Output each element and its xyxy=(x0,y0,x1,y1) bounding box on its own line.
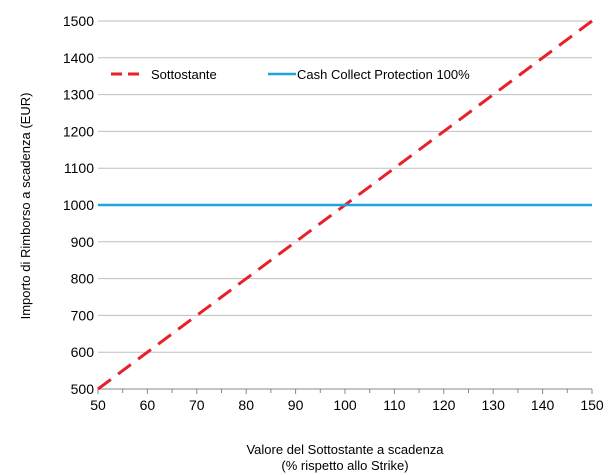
y-tick-label-1100: 1100 xyxy=(64,160,94,176)
y-tick-label-800: 800 xyxy=(71,271,95,287)
x-tick-label-70: 70 xyxy=(189,397,205,413)
y-axis-ticks: 500 600 700 800 900 1000 1100 1200 1300 1400 1500 xyxy=(63,13,94,397)
y-tick-label-1400: 1400 xyxy=(63,50,94,66)
y-axis-title: Importo di Rimborso a scadenza (EUR) xyxy=(18,93,33,320)
x-tick-label-50: 50 xyxy=(90,397,106,413)
x-tick-label-110: 110 xyxy=(383,397,406,413)
x-tick-label-150: 150 xyxy=(580,397,604,413)
legend-label-cash-collect: Cash Collect Protection 100% xyxy=(297,67,470,82)
x-tick-label-80: 80 xyxy=(238,397,254,413)
legend: Sottostante Cash Collect Protection 100% xyxy=(111,67,470,82)
x-tick-label-60: 60 xyxy=(140,397,156,413)
y-tick-label-1500: 1500 xyxy=(63,13,94,29)
x-tick-label-100: 100 xyxy=(333,397,357,413)
y-tick-label-700: 700 xyxy=(71,307,95,323)
y-tick-label-600: 600 xyxy=(71,344,95,360)
y-tick-label-1000: 1000 xyxy=(63,197,94,213)
x-axis-ticks: 50 60 70 80 90 100 110 120 130 140 150 xyxy=(90,389,604,413)
x-tick-label-140: 140 xyxy=(531,397,555,413)
x-tick-label-90: 90 xyxy=(288,397,304,413)
y-tick-label-500: 500 xyxy=(71,381,95,397)
y-tick-label-1300: 1300 xyxy=(63,87,94,103)
y-tick-label-1200: 1200 xyxy=(63,123,94,139)
x-axis-title: Valore del Sottostante a scadenza xyxy=(246,442,444,457)
y-tick-label-900: 900 xyxy=(71,234,95,250)
legend-label-sottostante: Sottostante xyxy=(151,67,217,82)
x-tick-label-130: 130 xyxy=(482,397,506,413)
x-tick-label-120: 120 xyxy=(432,397,456,413)
series-lines xyxy=(97,19,593,391)
x-axis-subtitle: (% rispetto allo Strike) xyxy=(281,458,408,473)
